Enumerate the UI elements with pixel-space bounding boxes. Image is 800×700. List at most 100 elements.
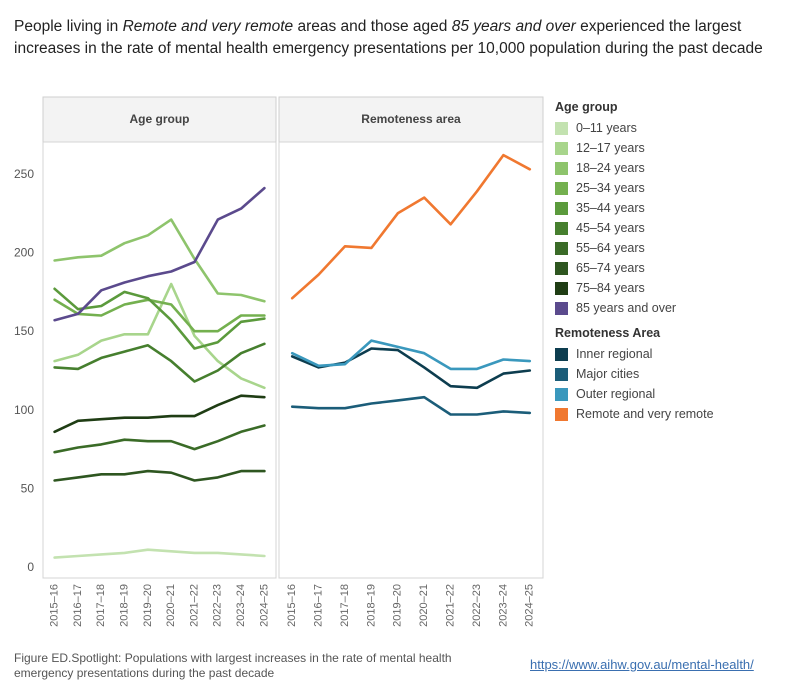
legend-label: Major cities — [576, 367, 640, 381]
x-tick-label-1-6: 2020–21 — [165, 584, 177, 627]
legend-swatch — [555, 221, 568, 235]
x-tick-label-1-4: 2018–19 — [118, 584, 130, 627]
x-tick-label-2-8: 2022–23 — [471, 584, 483, 627]
x-tick-label-1-1: 2015–16 — [49, 584, 61, 627]
x-tick-label-1-5: 2019–20 — [142, 584, 154, 627]
legend-label: 0–11 years — [576, 121, 637, 135]
panel-frame-1 — [42, 141, 277, 579]
legend-item-18-24-years[interactable]: 18–24 years — [555, 158, 795, 178]
legend-item-45-54-years[interactable]: 45–54 years — [555, 218, 795, 238]
y-tick-label-0: 0 — [27, 560, 34, 574]
title-emphasis-85-plus: 85 years and over — [451, 18, 576, 35]
title-text-1: People living in — [14, 18, 123, 35]
legend-swatch — [555, 301, 568, 315]
series-line-0-11-years — [53, 548, 266, 559]
figure-caption: Figure ED.Spotlight: Populations with la… — [14, 651, 452, 680]
legend-item-outer-regional[interactable]: Outer regional — [555, 384, 795, 404]
line-chart: 0 50 100 150 200 250 Age group 2015–16 2016–17 20… — [14, 96, 544, 627]
source-link[interactable]: https://www.aihw.gov.au/mental-health/ — [530, 657, 754, 672]
series-line-55-64-years — [53, 424, 266, 454]
legend-swatch — [555, 241, 568, 255]
legend-label: 25–34 years — [576, 181, 645, 195]
x-tick-label-2-1: 2015–16 — [286, 584, 298, 627]
legend-swatch — [555, 141, 568, 155]
title-emphasis-remote: Remote and very remote — [122, 18, 294, 35]
series-line-35-44-years — [53, 287, 266, 350]
legend-label: 55–64 years — [576, 241, 645, 255]
legend-label: 85 years and over — [576, 301, 677, 315]
legend-section-age-group: Age group 0–11 years 12–17 years 18–24 year… — [555, 100, 795, 318]
legend-item-25-34-years[interactable]: 25–34 years — [555, 178, 795, 198]
legend-label: Inner regional — [576, 347, 653, 361]
legend-item-55-64-years[interactable]: 55–64 years — [555, 238, 795, 258]
x-tick-label-2-3: 2017–18 — [339, 584, 351, 627]
legend-label: 65–74 years — [576, 261, 645, 275]
legend-swatch — [555, 407, 568, 421]
x-tick-label-2-10: 2024–25 — [524, 584, 536, 627]
chart-title: People living in Remote and very remote … — [14, 16, 774, 59]
legend-swatch — [555, 347, 568, 361]
x-tick-label-1-3: 2017–18 — [95, 584, 107, 627]
legend-label: Outer regional — [576, 387, 656, 401]
legend-item-inner-regional[interactable]: Inner regional — [555, 344, 795, 364]
series-line-remote-and-very-remote — [290, 153, 532, 300]
x-tick-label-2-2: 2016–17 — [313, 584, 325, 627]
legend-item-0-11-years[interactable]: 0–11 years — [555, 118, 795, 138]
legend-label: 18–24 years — [576, 161, 645, 175]
legend-label: 45–54 years — [576, 221, 645, 235]
title-text-3: experienced the largest increases in the… — [14, 18, 763, 57]
x-tick-label-1-7: 2021–22 — [188, 584, 200, 627]
y-tick-label-200: 200 — [14, 246, 34, 260]
chart-legend: Age group 0–11 years 12–17 years 18–24 year… — [555, 100, 795, 424]
legend-label: 12–17 years — [576, 141, 645, 155]
series-line-outer-regional — [290, 339, 532, 371]
legend-swatch — [555, 387, 568, 401]
legend-title-remoteness-area: Remoteness Area — [555, 326, 661, 340]
x-tick-label-1-9: 2023–24 — [235, 584, 247, 627]
legend-label: 35–44 years — [576, 201, 645, 215]
panel-header-1 — [42, 96, 277, 143]
panel-header-2 — [278, 96, 544, 143]
legend-item-major-cities[interactable]: Major cities — [555, 364, 795, 384]
series-line-65-74-years — [53, 469, 266, 482]
legend-item-12-17-years[interactable]: 12–17 years — [555, 138, 795, 158]
panel-title-remoteness-area: Remoteness area — [361, 112, 461, 126]
y-tick-label-150: 150 — [14, 324, 34, 338]
x-tick-label-1-2: 2016–17 — [72, 584, 84, 627]
legend-label: Remote and very remote — [576, 407, 714, 421]
series-line-85-years-and-over — [53, 186, 266, 322]
x-tick-label-2-5: 2019–20 — [392, 584, 404, 627]
legend-swatch — [555, 281, 568, 295]
legend-section-remoteness-area: Remoteness Area Inner regional Major citie… — [555, 326, 795, 424]
x-tick-label-1-10: 2024–25 — [258, 584, 270, 627]
legend-swatch — [555, 201, 568, 215]
series-line-25-34-years — [53, 298, 266, 333]
series-line-45-54-years — [53, 342, 266, 383]
panel-frame-2 — [278, 141, 544, 579]
legend-swatch — [555, 181, 568, 195]
legend-item-65-74-years[interactable]: 65–74 years — [555, 258, 795, 278]
legend-item-35-44-years[interactable]: 35–44 years — [555, 198, 795, 218]
x-tick-label-2-4: 2018–19 — [365, 584, 377, 627]
legend-item-75-84-years[interactable]: 75–84 years — [555, 278, 795, 298]
legend-item-remote-and-very-remote[interactable]: Remote and very remote — [555, 404, 795, 424]
panel-title-age-group: Age group — [130, 112, 190, 126]
legend-item-85-years-and-over[interactable]: 85 years and over — [555, 298, 795, 318]
x-tick-label-2-6: 2020–21 — [418, 584, 430, 627]
series-line-18-24-years — [53, 218, 266, 303]
legend-title-age-group: Age group — [555, 100, 618, 114]
legend-swatch — [555, 367, 568, 381]
y-tick-label-50: 50 — [21, 481, 35, 495]
series-line-major-cities — [290, 395, 532, 416]
y-tick-label-250: 250 — [14, 167, 34, 181]
series-line-12-17-years — [53, 282, 266, 390]
y-tick-label-100: 100 — [14, 403, 34, 417]
legend-label: 75–84 years — [576, 281, 645, 295]
legend-swatch — [555, 161, 568, 175]
x-tick-label-2-7: 2021–22 — [445, 584, 457, 627]
series-line-inner-regional — [290, 347, 532, 390]
x-tick-label-1-8: 2022–23 — [212, 584, 224, 627]
x-tick-label-2-9: 2023–24 — [497, 584, 509, 627]
legend-swatch — [555, 261, 568, 275]
legend-swatch — [555, 121, 568, 135]
